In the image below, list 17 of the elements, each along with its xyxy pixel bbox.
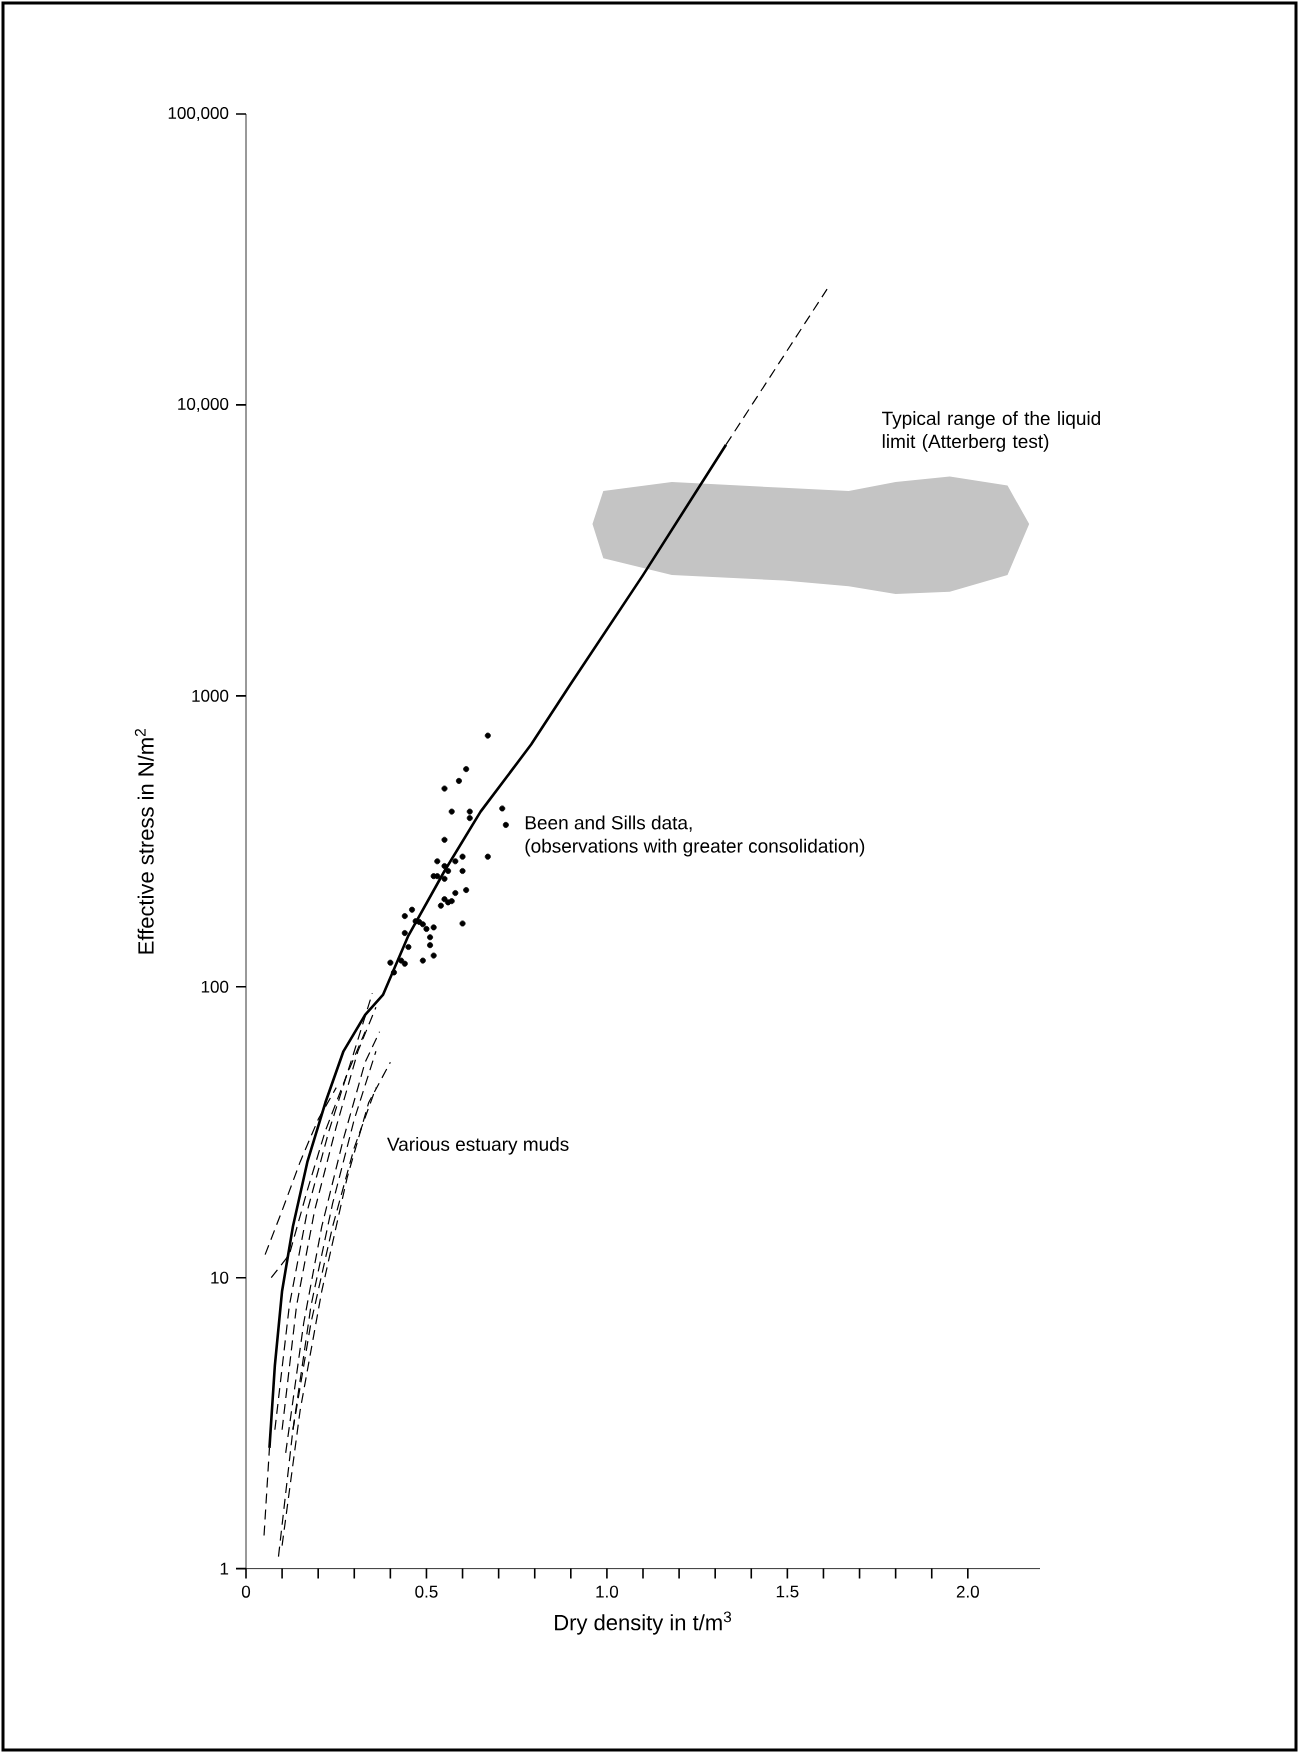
x-tick-label: 1.5 (776, 1585, 799, 1598)
x-axis-title: Dry density in t/m$^{3}$ (555, 1611, 732, 1635)
annotation: Various estuary muds (387, 1136, 569, 1155)
y-tick-label: 10 (211, 1271, 229, 1284)
y-tick-label: 10,000 (178, 397, 229, 412)
x-tick-label: 1.0 (596, 1585, 619, 1598)
x-tick-label: 2.0 (956, 1585, 979, 1598)
annotation: Been and Sills data, (525, 815, 692, 832)
y-tick-label: 100 (201, 980, 229, 993)
x-tick-label: 0 (241, 1585, 251, 1598)
annotation: (observations with greater consolidation) (525, 838, 865, 857)
x-tick-label: 0.5 (415, 1585, 438, 1598)
y-axis-title: Effective stress in N/m$^{2}$ (134, 729, 154, 954)
y-tick-label: 1 (220, 1562, 229, 1575)
annotation: Typical range of the liquid limit (Atterberg test) (882, 411, 1101, 452)
y-tick-label: 100,000 (168, 106, 229, 121)
y-tick-label: 1000 (192, 689, 229, 702)
